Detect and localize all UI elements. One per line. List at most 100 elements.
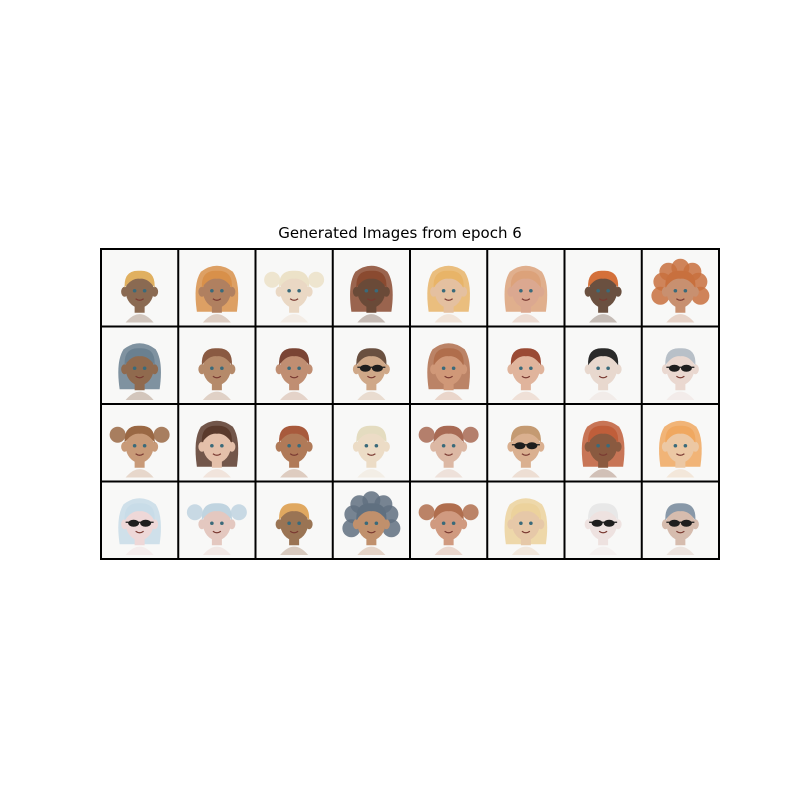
face	[125, 351, 154, 386]
hair-top	[510, 270, 541, 288]
hair-top	[665, 425, 696, 443]
eye	[441, 443, 446, 448]
eye	[220, 521, 224, 526]
shoulders	[202, 546, 231, 555]
hair-top	[356, 425, 387, 443]
eye	[220, 366, 224, 371]
neck	[598, 458, 609, 468]
mouth	[521, 298, 531, 301]
sunglasses-lens	[680, 519, 692, 527]
shoulders	[125, 469, 154, 478]
hair-top	[356, 503, 387, 521]
neck	[366, 381, 377, 391]
hair-puff	[462, 426, 479, 443]
neck	[675, 303, 686, 313]
mouth	[289, 375, 299, 379]
mouth	[135, 453, 144, 456]
sunglasses-lens	[603, 519, 615, 527]
eye	[132, 443, 137, 448]
generated-face-cell	[641, 249, 719, 327]
face	[280, 428, 309, 463]
shoulders	[280, 314, 309, 323]
sunglasses-lens	[514, 442, 526, 450]
generated-face-cell	[101, 326, 179, 404]
mouth	[676, 298, 685, 301]
hair-top	[665, 348, 696, 366]
mouth	[521, 530, 531, 534]
mouth	[676, 530, 685, 534]
eye	[519, 521, 523, 526]
shoulders	[202, 391, 231, 400]
face	[357, 351, 386, 386]
hair-top	[279, 270, 310, 288]
neck	[211, 381, 222, 391]
face	[434, 506, 463, 541]
mouth	[367, 530, 376, 534]
eye	[287, 366, 291, 371]
neck	[134, 303, 145, 313]
eye	[606, 366, 610, 371]
neck	[598, 303, 609, 313]
shoulders	[434, 469, 463, 478]
generated-face-cell	[641, 404, 719, 482]
generated-face-cell	[564, 481, 642, 559]
generated-face-cell	[255, 249, 333, 327]
hair-top	[356, 270, 387, 288]
hair-top	[433, 425, 464, 443]
eye	[529, 521, 533, 526]
hair-puff	[418, 504, 435, 521]
eye	[606, 443, 610, 448]
shoulders	[202, 469, 231, 478]
hair-top	[201, 425, 232, 443]
hair-puff	[230, 504, 247, 521]
eye	[287, 288, 291, 293]
shoulders	[511, 546, 540, 555]
generated-face-cell	[487, 404, 565, 482]
hair-top	[201, 348, 232, 366]
neck	[289, 536, 300, 546]
eye	[297, 366, 301, 371]
mouth	[444, 375, 453, 379]
face	[666, 273, 695, 308]
shoulders	[125, 314, 154, 323]
generated-face-cell	[255, 326, 333, 404]
hair-top	[588, 348, 619, 366]
shoulders	[589, 391, 618, 400]
eye	[451, 366, 456, 371]
neck	[675, 536, 686, 546]
hair-top	[124, 270, 155, 288]
eye	[683, 288, 688, 293]
face	[511, 351, 540, 386]
mouth	[676, 375, 685, 379]
eye	[142, 443, 147, 448]
eye	[683, 443, 688, 448]
eye	[210, 366, 214, 371]
hair-puff	[308, 271, 325, 288]
face	[280, 351, 309, 386]
hair-top	[433, 503, 464, 521]
hair-top	[588, 503, 619, 521]
face	[125, 506, 154, 541]
face	[202, 273, 231, 308]
mouth	[367, 453, 376, 456]
mouth	[676, 453, 685, 456]
generated-face-cell	[410, 326, 488, 404]
hair-puff	[418, 426, 435, 443]
mouth	[212, 530, 222, 534]
sunglasses-lens	[371, 364, 383, 372]
face	[280, 273, 309, 308]
mouth	[135, 375, 144, 379]
generated-face-cell	[178, 249, 256, 327]
mouth	[289, 298, 299, 301]
shoulders	[666, 314, 695, 323]
face	[434, 351, 463, 386]
neck	[520, 458, 531, 468]
shoulders	[202, 314, 231, 323]
hair-top	[279, 425, 310, 443]
eye	[374, 443, 379, 448]
hair-top	[124, 503, 155, 521]
neck	[520, 381, 531, 391]
eye	[596, 366, 600, 371]
mouth	[212, 453, 222, 456]
shoulders	[357, 391, 386, 400]
